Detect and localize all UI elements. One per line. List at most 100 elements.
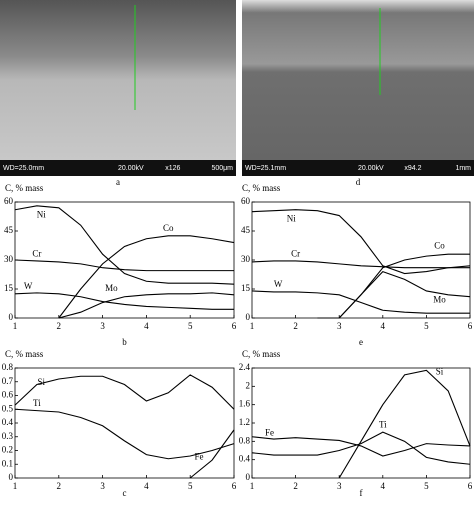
series-label: Cr	[291, 248, 300, 258]
image-caption: d	[356, 177, 361, 187]
x-tick-label: 3	[100, 321, 105, 331]
x-tick-label: 2	[293, 321, 298, 331]
y-tick-label: 60	[4, 196, 14, 206]
series-line	[251, 209, 471, 275]
x-tick-label: 6	[232, 481, 237, 491]
info-bar	[242, 160, 474, 176]
image-info: WD=25.0mm	[3, 165, 44, 172]
image-info: 20.00kV	[118, 165, 144, 172]
x-tick-label: 1	[250, 481, 255, 491]
series-label: Ti	[33, 398, 41, 408]
x-tick-label: 5	[188, 481, 193, 491]
series-label: W	[24, 281, 33, 291]
chart-caption: e	[359, 337, 363, 347]
y-tick-label: 30	[4, 254, 14, 264]
y-tick-label: 0.1	[2, 458, 13, 468]
series-label: Mo	[105, 283, 118, 293]
image-info: x126	[165, 165, 180, 172]
y-tick-label: 45	[241, 225, 251, 235]
series-line	[251, 290, 470, 314]
image-info: x94.2	[404, 165, 421, 172]
y-tick-label: 15	[241, 283, 251, 293]
y-axis-label: C, % mass	[5, 183, 44, 193]
y-tick-label: 0.5	[2, 403, 14, 413]
y-tick-label: 2	[246, 380, 251, 390]
chart-caption: f	[360, 488, 363, 498]
x-tick-label: 5	[424, 321, 429, 331]
x-tick-label: 3	[100, 481, 105, 491]
series-line	[251, 260, 470, 269]
x-tick-label: 3	[337, 321, 342, 331]
x-tick-label: 3	[337, 481, 342, 491]
y-tick-label: 0	[9, 312, 14, 322]
series-line	[251, 431, 471, 465]
series-label: Fe	[265, 428, 274, 438]
series-line	[251, 436, 471, 457]
y-tick-label: 1.6	[239, 399, 251, 409]
y-tick-label: 30	[241, 254, 251, 264]
image-info: 20.00kV	[358, 165, 384, 172]
y-tick-label: 0.4	[2, 417, 14, 427]
y-tick-label: 0.4	[239, 454, 251, 464]
y-tick-label: 45	[4, 225, 14, 235]
y-axis-label: C, % mass	[242, 183, 281, 193]
plot-frame	[251, 367, 471, 479]
x-tick-label: 5	[424, 481, 429, 491]
series-label: Co	[434, 241, 445, 251]
y-tick-label: 1.2	[239, 417, 250, 427]
x-tick-label: 2	[57, 321, 62, 331]
y-axis-label: C, % mass	[242, 349, 281, 359]
chart-caption: c	[123, 488, 127, 498]
x-tick-label: 4	[144, 481, 149, 491]
y-tick-label: 0.7	[2, 376, 14, 386]
series-label: Fe	[194, 451, 203, 461]
series-line	[14, 292, 234, 310]
series-line	[14, 259, 234, 272]
y-tick-label: 15	[4, 283, 14, 293]
image-caption: a	[116, 177, 120, 187]
image-info: 500μm	[211, 165, 233, 172]
y-tick-label: 0.2	[2, 445, 13, 455]
sem-image	[0, 0, 236, 160]
series-line	[14, 205, 235, 285]
y-tick-label: 0	[9, 472, 14, 482]
x-tick-label: 4	[144, 321, 149, 331]
x-tick-label: 6	[468, 481, 473, 491]
y-tick-label: 0.8	[239, 435, 251, 445]
y-tick-label: 0	[246, 312, 251, 322]
image-info: 1mm	[455, 165, 471, 172]
y-axis-label: C, % mass	[5, 349, 44, 359]
series-line	[14, 408, 235, 460]
series-label: Cr	[32, 248, 41, 258]
y-tick-label: 0	[246, 472, 251, 482]
x-tick-label: 6	[468, 321, 473, 331]
series-line	[58, 292, 235, 319]
series-label: Ti	[379, 419, 387, 429]
series-line	[58, 235, 235, 319]
series-line	[189, 429, 235, 479]
x-tick-label: 5	[188, 321, 193, 331]
series-label: W	[274, 279, 283, 289]
x-tick-label: 1	[250, 321, 255, 331]
series-line	[338, 369, 471, 479]
series-line	[14, 374, 235, 410]
y-tick-label: 2.4	[239, 362, 251, 372]
image-info: WD=25.1mm	[245, 165, 286, 172]
x-tick-label: 2	[57, 481, 62, 491]
sem-image	[242, 0, 474, 160]
series-label: Si	[38, 377, 46, 387]
y-tick-label: 60	[241, 196, 251, 206]
series-label: Co	[163, 223, 174, 233]
series-label: Mo	[433, 295, 446, 305]
y-tick-label: 0.3	[2, 431, 14, 441]
series-line	[338, 270, 471, 319]
series-label: Si	[436, 367, 444, 377]
x-tick-label: 4	[381, 321, 386, 331]
x-tick-label: 6	[232, 321, 237, 331]
plot-frame	[14, 201, 235, 319]
info-bar	[0, 160, 236, 176]
x-tick-label: 2	[293, 481, 298, 491]
y-tick-label: 0.6	[2, 390, 14, 400]
